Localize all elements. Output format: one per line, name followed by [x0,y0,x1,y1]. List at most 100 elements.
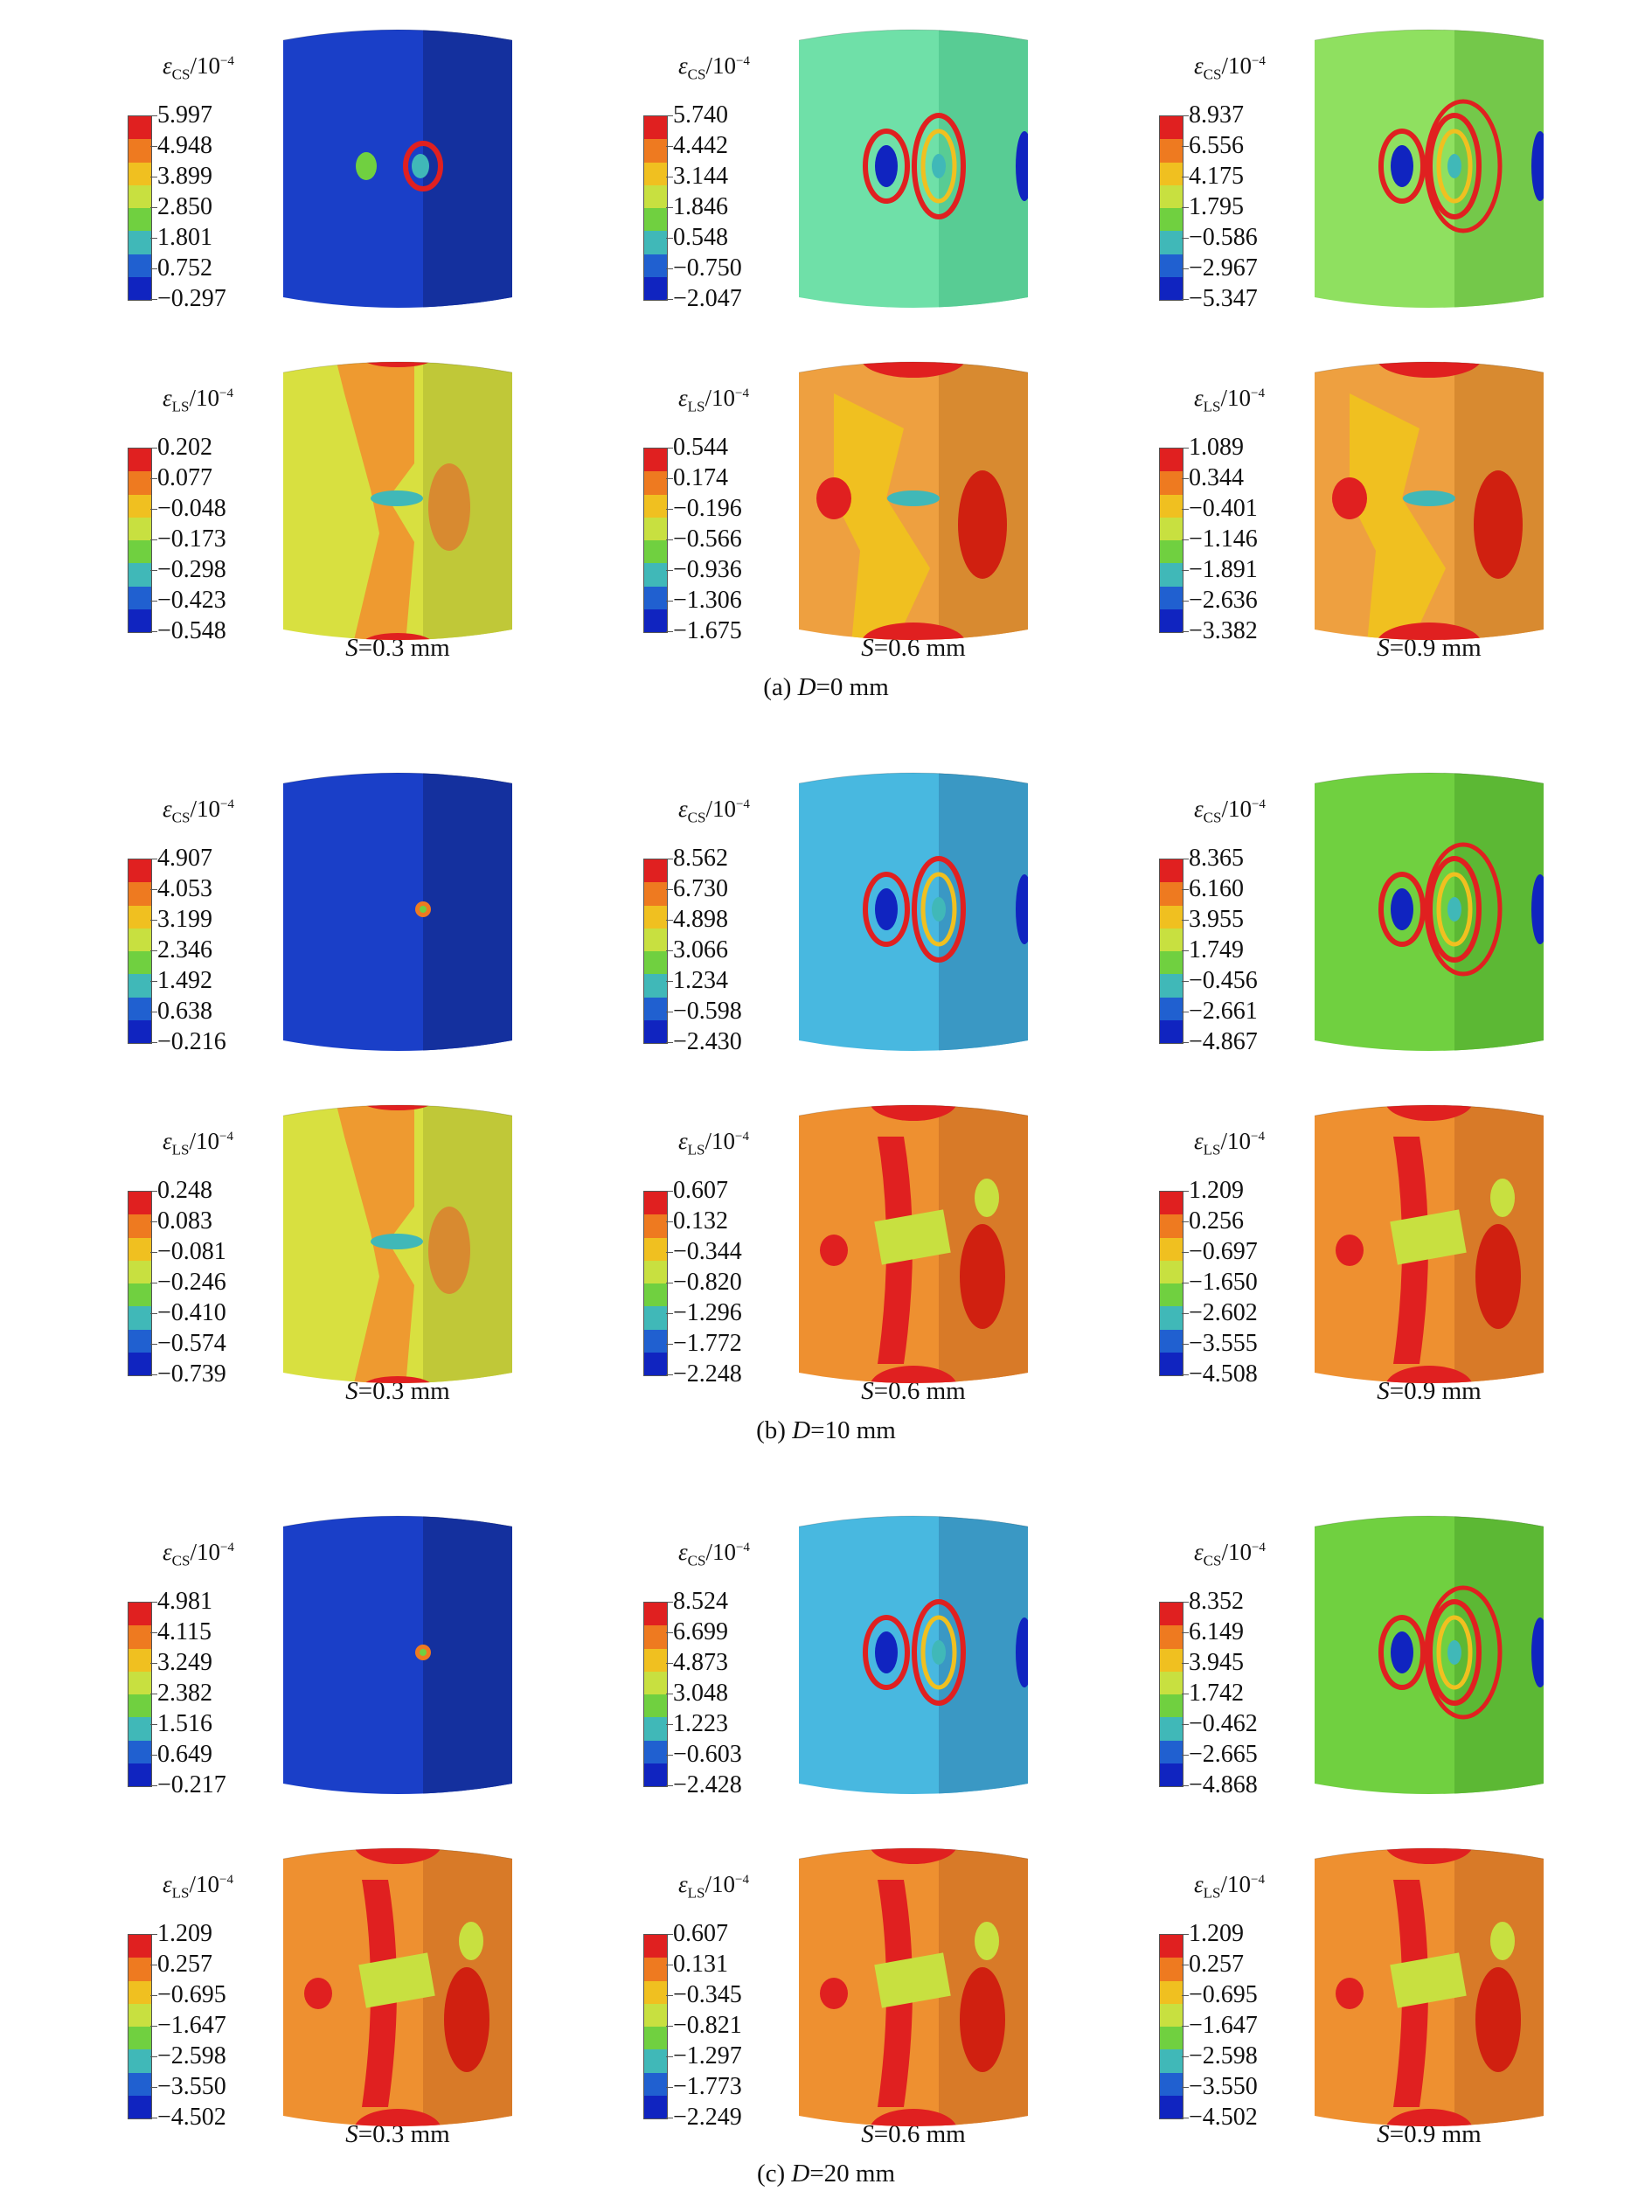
colorbar-segment [644,563,667,587]
cylinder-rim [798,1515,1029,1527]
colorbar-tick [666,1313,673,1314]
legend-title: εLS/10−4 [163,1871,233,1902]
colorbar [128,115,152,301]
colorbar-value: 0.256 [1189,1207,1244,1235]
legend-title: εLS/10−4 [1194,385,1265,415]
legend-unit: /10 [705,385,735,411]
colorbar-value: 8.352 [1189,1588,1244,1615]
legend-title: εCS/10−4 [163,52,234,83]
colorbar-segment [644,540,667,564]
cylinder-rim [1314,361,1544,373]
strain-patch-right [1474,470,1523,579]
colorbar-value: 0.544 [673,434,728,461]
colorbar-segment [128,517,151,540]
caption-variable: S [345,634,358,662]
colorbar-segment [1160,1625,1183,1649]
legend-title: εCS/10−4 [678,1539,750,1569]
colorbar-segment [128,471,151,495]
strain-patch-center [1390,1952,1467,2008]
colorbar-segment [128,116,151,140]
colorbar-value: 3.899 [157,163,212,190]
colorbar-value: 4.981 [157,1588,212,1615]
colorbar-tick [666,1632,673,1633]
colorbar-legend: εLS/10−4 0.607 0.132 −0.344 −0.820 −1.296 −1.7… [586,1121,760,1401]
colorbar-tick [1182,238,1189,239]
cylinder [1314,1513,1544,1798]
group-caption: (a) D=0 mm [0,673,1652,702]
colorbar-tick [1182,981,1189,982]
legend-title: εLS/10−4 [163,1128,233,1158]
colorbar-legend: εCS/10−4 4.907 4.053 3.199 2.346 1.492 0.638 −0… [70,789,245,1068]
colorbar-segment [1160,997,1183,1020]
colorbar-tick [150,448,157,449]
strain-core-right [932,154,946,178]
strain-ring-left [1378,129,1426,204]
colorbar-value: −1.647 [1189,2012,1258,2039]
caption-variable: S [1377,1377,1390,1405]
cylinder-contour [1314,1847,1544,2126]
colorbar-tick [150,631,157,632]
cylinder-rim [282,361,513,373]
cylinder-side [939,1516,1028,1794]
cylinder-rim [282,1104,513,1116]
strain-bottom [870,1366,957,1383]
strain-bottom [1377,623,1482,640]
colorbar-tick [1182,299,1189,300]
colorbar-legend: εCS/10−4 5.740 4.442 3.144 1.846 0.548 −0.750 −… [586,45,760,325]
colorbar [1159,1602,1183,1787]
colorbar-tick [1182,950,1189,951]
strain-core [371,1234,423,1249]
legend-exponent: −4 [219,1541,234,1555]
colorbar-tick [1182,1313,1189,1314]
colorbar-segment [128,928,151,951]
colorbar-tick [1182,1785,1189,1786]
group-caption: (c) D=20 mm [0,2160,1652,2188]
strain-ring-right [912,1599,966,1706]
figure-row: εLS/10−4 0.202 0.077 −0.048 −0.173 −0.298 −0.4… [0,358,1652,656]
cylinder-rim [1314,1515,1544,1527]
colorbar [128,859,152,1044]
colorbar-value: 1.234 [673,967,728,994]
colorbar-segment [644,1958,667,1981]
strain-patch-right [958,470,1007,579]
strain-band [834,393,930,640]
colorbar-value: −0.566 [673,525,742,553]
legend-title: εLS/10−4 [678,385,749,415]
colorbar-segment [644,1352,667,1375]
strain-patch-left [1336,1235,1364,1266]
colorbar-tick [1182,2087,1189,2088]
colorbar-segment [1160,2027,1183,2050]
colorbar-value: −1.146 [1189,525,1258,553]
cylinder [1314,1102,1544,1387]
contour-panel: εLS/10−4 0.607 0.131 −0.345 −0.821 −1.297 −1.7… [551,1845,1058,2142]
colorbar-tick [150,1785,157,1786]
caption-variable: S [861,1377,874,1405]
group-caption-value: =10 mm [810,1416,896,1444]
strain-ring-right [912,113,966,219]
colorbar-segment [644,162,667,185]
strain-core-left [875,145,898,187]
colorbar-value: 8.365 [1189,845,1244,872]
colorbar-value: 0.248 [157,1177,212,1204]
colorbar-value: −2.430 [673,1028,742,1055]
strain-patch-small [1490,1179,1515,1217]
caption-variable: S [345,1377,358,1405]
colorbar-tick [1182,1602,1189,1603]
legend-unit: /10 [189,1128,219,1154]
colorbar [643,1934,668,2119]
legend-title: εLS/10−4 [1194,1128,1265,1158]
legend-symbol: ε [163,1539,172,1565]
strain-edge-spot [1016,131,1028,201]
strain-top [1377,362,1482,378]
colorbar-tick [1182,539,1189,540]
colorbar-value: −1.675 [673,617,742,644]
colorbar-tick [150,2056,157,2057]
colorbar-segment [644,1648,667,1672]
colorbar-segment [1160,1603,1183,1626]
colorbar-tick [1182,2026,1189,2027]
colorbar-value: 6.160 [1189,875,1244,902]
cylinder [1314,769,1544,1054]
colorbar [643,1602,668,1787]
colorbar-value: −2.967 [1189,254,1258,282]
colorbar-tick [1182,1252,1189,1253]
